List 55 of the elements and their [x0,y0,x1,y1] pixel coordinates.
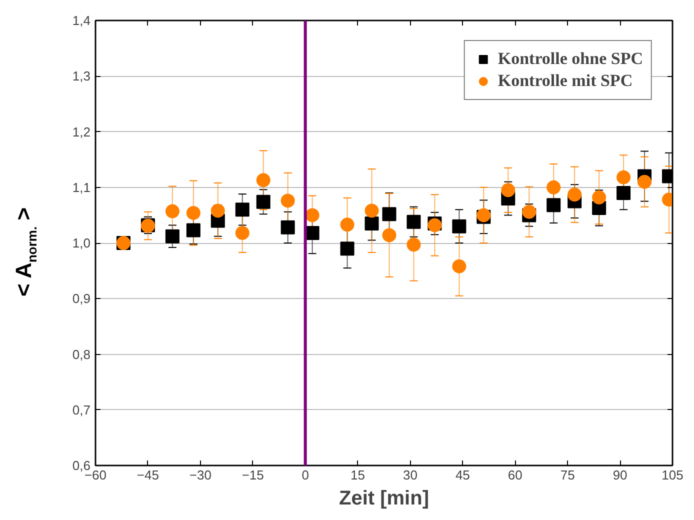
point [210,204,225,218]
point [305,208,320,222]
x-tick-label: −45 [136,468,159,482]
point [340,242,354,256]
point [305,226,320,240]
x-tick-label: 0 [302,468,309,482]
x-tick-label: 90 [612,468,628,482]
point [364,204,379,218]
point [280,220,295,234]
x-axis-title: Zeit [min] [339,488,430,510]
point [616,186,631,200]
point [452,219,466,234]
x-tick-label: 60 [508,468,522,482]
y-tick-label: 0,8 [72,346,91,362]
y-tick-label: 1,1 [72,180,91,195]
x-tick-label: 105 [662,468,684,482]
y-tick-label: 1,0 [72,236,91,250]
point [592,190,606,204]
point [546,198,561,212]
y-tick-label: 0,6 [72,458,91,473]
y-tick-label: 1,2 [72,124,91,140]
x-tick-label: −15 [242,468,264,482]
point [256,194,270,209]
point [235,202,250,217]
point [406,238,421,252]
point [382,207,396,222]
y-tick-label: 0,9 [72,291,91,306]
point [256,173,270,188]
point [186,206,200,220]
legend-label: Kontrolle ohne SPC [498,49,643,69]
y-tick-label: 0,7 [72,402,91,418]
point [568,188,582,202]
x-tick-label: 45 [455,468,470,482]
point [406,214,421,229]
point [340,218,354,232]
y-tick-label: 1,3 [72,68,91,84]
x-tick-label: 15 [350,468,366,482]
point [382,228,396,242]
point [165,229,180,244]
y-tick-label: 1,4 [72,13,91,28]
x-tick-label: 75 [560,468,575,482]
legend-label: Kontrolle mit SPC [498,71,633,91]
point [364,216,379,231]
point [235,226,250,240]
point [616,170,631,184]
point [501,183,516,198]
x-tick-label: 30 [402,468,418,482]
point [522,204,536,219]
point [165,204,180,218]
point [280,194,295,208]
x-tick-label: −30 [189,468,212,482]
point [186,223,200,238]
point [546,180,561,194]
point [452,259,466,274]
point [638,174,652,189]
